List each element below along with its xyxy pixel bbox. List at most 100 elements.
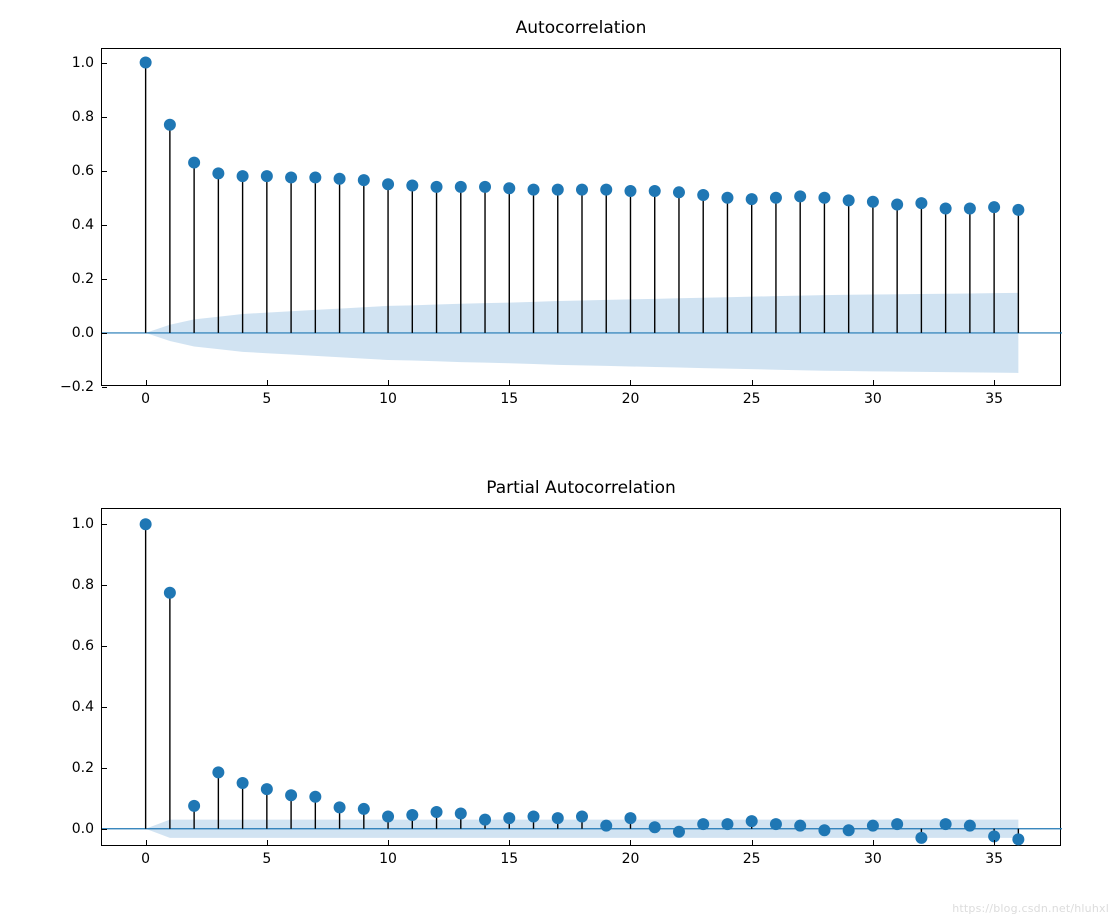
xtick-mark — [994, 380, 995, 385]
xtick-label: 30 — [864, 851, 882, 867]
ytick-label: 0.4 — [72, 217, 94, 233]
stem-marker — [261, 170, 273, 182]
stem-marker — [576, 811, 588, 823]
stem-marker — [528, 811, 540, 823]
stem-marker — [721, 818, 733, 830]
ytick-mark — [102, 524, 107, 525]
ytick-mark — [102, 225, 107, 226]
stem-marker — [721, 192, 733, 204]
stem-marker — [915, 832, 927, 844]
xtick-label: 15 — [500, 851, 518, 867]
pacf-plot-area: 0.00.20.40.60.81.005101520253035 — [101, 508, 1061, 846]
watermark: https://blog.csdn.net/hluhxl — [952, 902, 1109, 915]
xtick-label: 35 — [985, 851, 1003, 867]
stem-marker — [285, 171, 297, 183]
stem-marker — [867, 196, 879, 208]
stem-marker — [140, 518, 152, 530]
stem-marker — [649, 185, 661, 197]
stem-marker — [309, 791, 321, 803]
stem-marker — [406, 809, 418, 821]
acf-subplot: Autocorrelation −0.20.00.20.40.60.81.005… — [101, 18, 1061, 416]
stem-marker — [576, 184, 588, 196]
ytick-mark — [102, 63, 107, 64]
ytick-mark — [102, 279, 107, 280]
stem-marker — [964, 820, 976, 832]
acf-svg — [102, 49, 1062, 387]
stem-marker — [140, 57, 152, 69]
stem-marker — [503, 812, 515, 824]
stem-marker — [770, 192, 782, 204]
stem-marker — [697, 189, 709, 201]
pacf-svg — [102, 509, 1062, 847]
xtick-mark — [267, 840, 268, 845]
stem-marker — [334, 801, 346, 813]
stem-marker — [1012, 833, 1024, 845]
stem-marker — [818, 824, 830, 836]
stem-marker — [358, 803, 370, 815]
stem-marker — [382, 811, 394, 823]
stem-marker — [431, 806, 443, 818]
stem-marker — [673, 186, 685, 198]
stem-marker — [528, 184, 540, 196]
stem-marker — [1012, 204, 1024, 216]
xtick-label: 5 — [262, 851, 271, 867]
xtick-label: 20 — [622, 391, 640, 407]
stem-marker — [867, 820, 879, 832]
stem-marker — [188, 800, 200, 812]
ytick-mark — [102, 646, 107, 647]
acf-title: Autocorrelation — [101, 18, 1061, 38]
xtick-mark — [146, 380, 147, 385]
xtick-label: 10 — [379, 391, 397, 407]
ytick-label: 1.0 — [72, 55, 94, 71]
stem-marker — [964, 203, 976, 215]
xtick-mark — [509, 840, 510, 845]
stem-marker — [915, 197, 927, 209]
stem-marker — [624, 185, 636, 197]
stem-marker — [818, 192, 830, 204]
xtick-mark — [873, 380, 874, 385]
xtick-label: 30 — [864, 391, 882, 407]
xtick-label: 10 — [379, 851, 397, 867]
pacf-subplot: Partial Autocorrelation 0.00.20.40.60.81… — [101, 478, 1061, 876]
ytick-label: 0.2 — [72, 271, 94, 287]
stem-marker — [988, 201, 1000, 213]
ytick-mark — [102, 387, 107, 388]
stem-marker — [746, 815, 758, 827]
stem-marker — [552, 812, 564, 824]
stem-marker — [624, 812, 636, 824]
stem-marker — [697, 818, 709, 830]
stem-marker — [455, 181, 467, 193]
stem-marker — [309, 171, 321, 183]
pacf-title: Partial Autocorrelation — [101, 478, 1061, 498]
acf-plot-area: −0.20.00.20.40.60.81.005101520253035 — [101, 48, 1061, 386]
stem-marker — [406, 180, 418, 192]
xtick-label: 0 — [141, 851, 150, 867]
stem-marker — [770, 818, 782, 830]
stem-marker — [212, 766, 224, 778]
ytick-label: 0.8 — [72, 109, 94, 125]
xtick-mark — [630, 840, 631, 845]
stem-marker — [600, 820, 612, 832]
xtick-mark — [752, 380, 753, 385]
xtick-label: 5 — [262, 391, 271, 407]
stem-marker — [746, 193, 758, 205]
stem-marker — [891, 198, 903, 210]
stem-marker — [552, 184, 564, 196]
stem-marker — [940, 818, 952, 830]
xtick-mark — [146, 840, 147, 845]
stem-marker — [334, 173, 346, 185]
stem-marker — [891, 818, 903, 830]
stem-marker — [455, 808, 467, 820]
xtick-label: 0 — [141, 391, 150, 407]
ytick-label: 0.6 — [72, 163, 94, 179]
stem-marker — [164, 119, 176, 131]
ytick-mark — [102, 333, 107, 334]
xtick-label: 25 — [743, 391, 761, 407]
xtick-mark — [509, 380, 510, 385]
stem-marker — [503, 182, 515, 194]
stem-marker — [649, 821, 661, 833]
stem-marker — [237, 170, 249, 182]
figure: Autocorrelation −0.20.00.20.40.60.81.005… — [0, 0, 1119, 921]
xtick-mark — [994, 840, 995, 845]
stem-marker — [358, 174, 370, 186]
